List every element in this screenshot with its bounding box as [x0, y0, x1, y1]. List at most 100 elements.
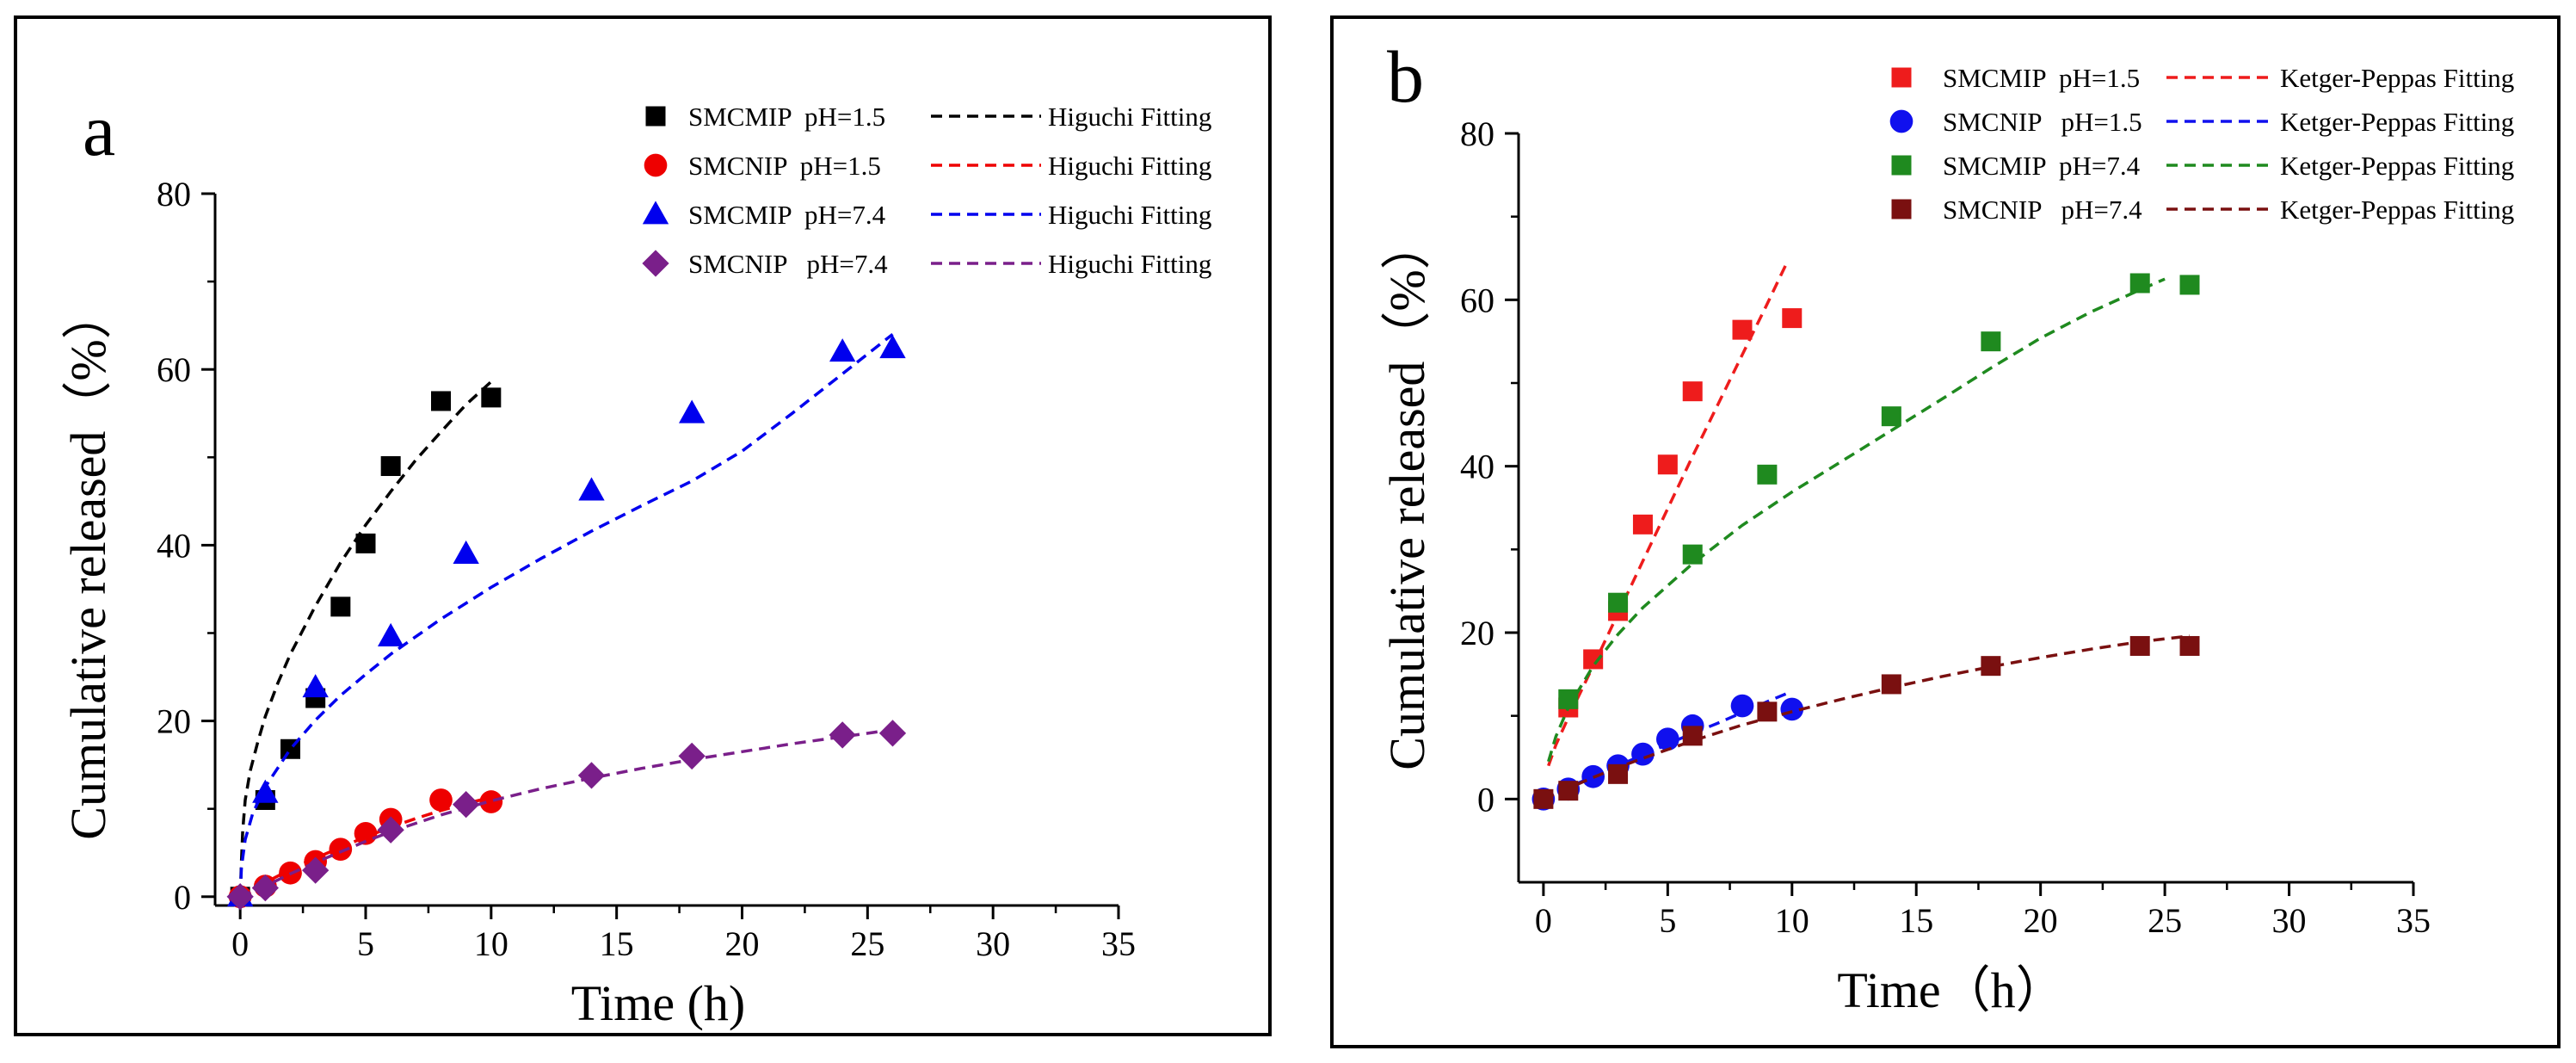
- a-x-tick-label: 35: [1101, 924, 1136, 963]
- a-series-2-fit-line: [238, 333, 894, 897]
- a-series-3-point: [377, 816, 404, 844]
- a-y-tick-label: 80: [157, 175, 191, 213]
- a-series-2-point: [453, 540, 479, 564]
- a-series-1-point: [479, 790, 503, 813]
- b-series-3-point: [1558, 781, 1579, 801]
- panel-b-label: b: [1387, 35, 1424, 118]
- a-y-tick-label: 20: [157, 702, 191, 741]
- a-series-0-point: [355, 533, 376, 553]
- a-legend-label-2: SMCMIP pH=7.4: [688, 200, 886, 230]
- b-y-tick-label: 60: [1460, 281, 1494, 319]
- a-series-1-point: [429, 788, 453, 812]
- a-legend-marker-2: [642, 201, 669, 225]
- b-series-3-point: [1757, 701, 1778, 722]
- b-x-tick-label: 15: [1899, 901, 1933, 940]
- b-series-0-point: [1782, 308, 1803, 329]
- b-legend-marker-0: [1891, 67, 1912, 88]
- a-series-2-point: [252, 779, 279, 803]
- b-series-1-point: [1631, 742, 1655, 766]
- b-x-tick-label: 10: [1775, 901, 1809, 940]
- b-x-tick-label: 0: [1535, 901, 1552, 940]
- a-series-3-point: [577, 762, 606, 789]
- panel-a: a Time (h) Cumulative released（%） 0 5 10 15…: [60, 89, 1211, 1031]
- a-legend-marker-3: [642, 250, 669, 277]
- b-series-3-point: [1881, 674, 1901, 695]
- a-series-0-point: [481, 387, 502, 408]
- a-y-tick-label: 60: [157, 350, 191, 389]
- panel-b-frame: [1330, 15, 2561, 1048]
- b-series-1-point: [1730, 694, 1754, 718]
- a-series-2-point: [678, 399, 706, 423]
- panel-a-ticks: 0 5 10 15 20 25 30 35 0 20 40 60 80: [157, 175, 1136, 963]
- a-y-tick-label: 0: [174, 878, 191, 917]
- b-series-3-fit-line: [1543, 634, 2191, 800]
- b-legend-marker-1: [1889, 109, 1914, 133]
- b-legend-marker-3: [1891, 199, 1912, 219]
- a-series-1-point: [354, 821, 378, 845]
- a-series-0-point: [330, 596, 351, 617]
- b-legend-fit-label-1: Ketger-Peppas Fitting: [2280, 107, 2514, 137]
- b-series-0-fit-line: [1547, 262, 1789, 767]
- b-x-tick-label: 20: [2024, 901, 2058, 940]
- b-series-2-point: [1757, 464, 1778, 485]
- a-x-tick-label: 20: [725, 924, 760, 963]
- a-series-0-point: [380, 456, 401, 477]
- b-series-0-point: [1583, 649, 1604, 670]
- b-y-tick-label: 40: [1460, 448, 1494, 486]
- b-legend-label-0: SMCMIP pH=1.5: [1943, 63, 2140, 93]
- a-x-tick-label: 10: [474, 924, 508, 963]
- b-legend-label-2: SMCMIP pH=7.4: [1943, 151, 2141, 181]
- b-series-3-point: [2129, 635, 2150, 656]
- b-series-2-point: [2179, 275, 2200, 295]
- b-series-1-point: [1655, 727, 1679, 751]
- b-y-tick-label: 0: [1477, 780, 1494, 819]
- b-series-2-point: [1608, 592, 1629, 613]
- panel-b-ylabel: Cumulative released（%）: [1379, 219, 1435, 769]
- b-series-2-point: [1558, 689, 1579, 709]
- panel-b-plot-area: [1531, 262, 2200, 811]
- b-x-tick-label: 25: [2148, 901, 2182, 940]
- b-series-2-point: [1981, 331, 2001, 352]
- a-series-2-point: [302, 674, 329, 698]
- b-series-0-point: [1657, 454, 1678, 475]
- a-x-tick-label: 25: [850, 924, 884, 963]
- b-series-2-fit-line: [1547, 277, 2166, 763]
- a-legend-fit-label-0: Higuchi Fitting: [1048, 102, 1211, 132]
- b-legend-label-3: SMCNIP pH=7.4: [1943, 195, 2142, 225]
- panel-b-xlabel: Time（h）: [1837, 962, 2065, 1018]
- b-series-1-point: [1780, 697, 1804, 721]
- a-series-1-fit-line: [239, 795, 492, 899]
- a-series-3-fit-line: [239, 728, 893, 899]
- b-series-0-point: [1632, 514, 1653, 535]
- b-series-3-point: [1981, 656, 2001, 677]
- b-series-0-point: [1732, 319, 1753, 340]
- a-x-tick-label: 5: [357, 924, 374, 963]
- panel-a-legend: SMCMIP pH=1.5 Higuchi Fitting SMCNIP pH=1.…: [642, 102, 1211, 279]
- b-series-3-point: [2179, 635, 2200, 656]
- b-legend-fit-label-3: Ketger-Peppas Fitting: [2280, 195, 2514, 225]
- a-legend-label-1: SMCNIP pH=1.5: [688, 151, 881, 181]
- a-series-3-point: [829, 721, 856, 749]
- b-y-tick-label: 20: [1460, 614, 1494, 652]
- b-legend-marker-2: [1891, 155, 1912, 176]
- panel-b-ticks: 0 5 10 15 20 25 30 35 0 20 40 60 80: [1460, 114, 2431, 940]
- a-series-1-point: [329, 837, 353, 861]
- a-series-0-point: [431, 391, 451, 411]
- a-series-2-point: [829, 338, 856, 362]
- b-y-tick-label: 80: [1460, 114, 1494, 153]
- a-legend-label-0: SMCMIP pH=1.5: [688, 102, 885, 132]
- a-x-tick-label: 0: [231, 924, 249, 963]
- b-x-tick-label: 35: [2396, 901, 2431, 940]
- a-series-0-fit-line: [238, 380, 492, 897]
- panel-a-plot-area: [226, 333, 907, 911]
- b-series-3-point: [1682, 726, 1703, 746]
- a-series-2-point: [879, 335, 906, 359]
- b-series-3-point: [1608, 763, 1629, 784]
- a-legend-fit-label-1: Higuchi Fitting: [1048, 151, 1211, 181]
- a-legend-label-3: SMCNIP pH=7.4: [688, 249, 888, 279]
- b-series-2-point: [1682, 544, 1703, 565]
- a-legend-marker-0: [645, 106, 666, 127]
- a-series-3-point: [251, 874, 279, 902]
- b-series-2-point: [1881, 406, 1901, 427]
- a-x-tick-label: 15: [600, 924, 634, 963]
